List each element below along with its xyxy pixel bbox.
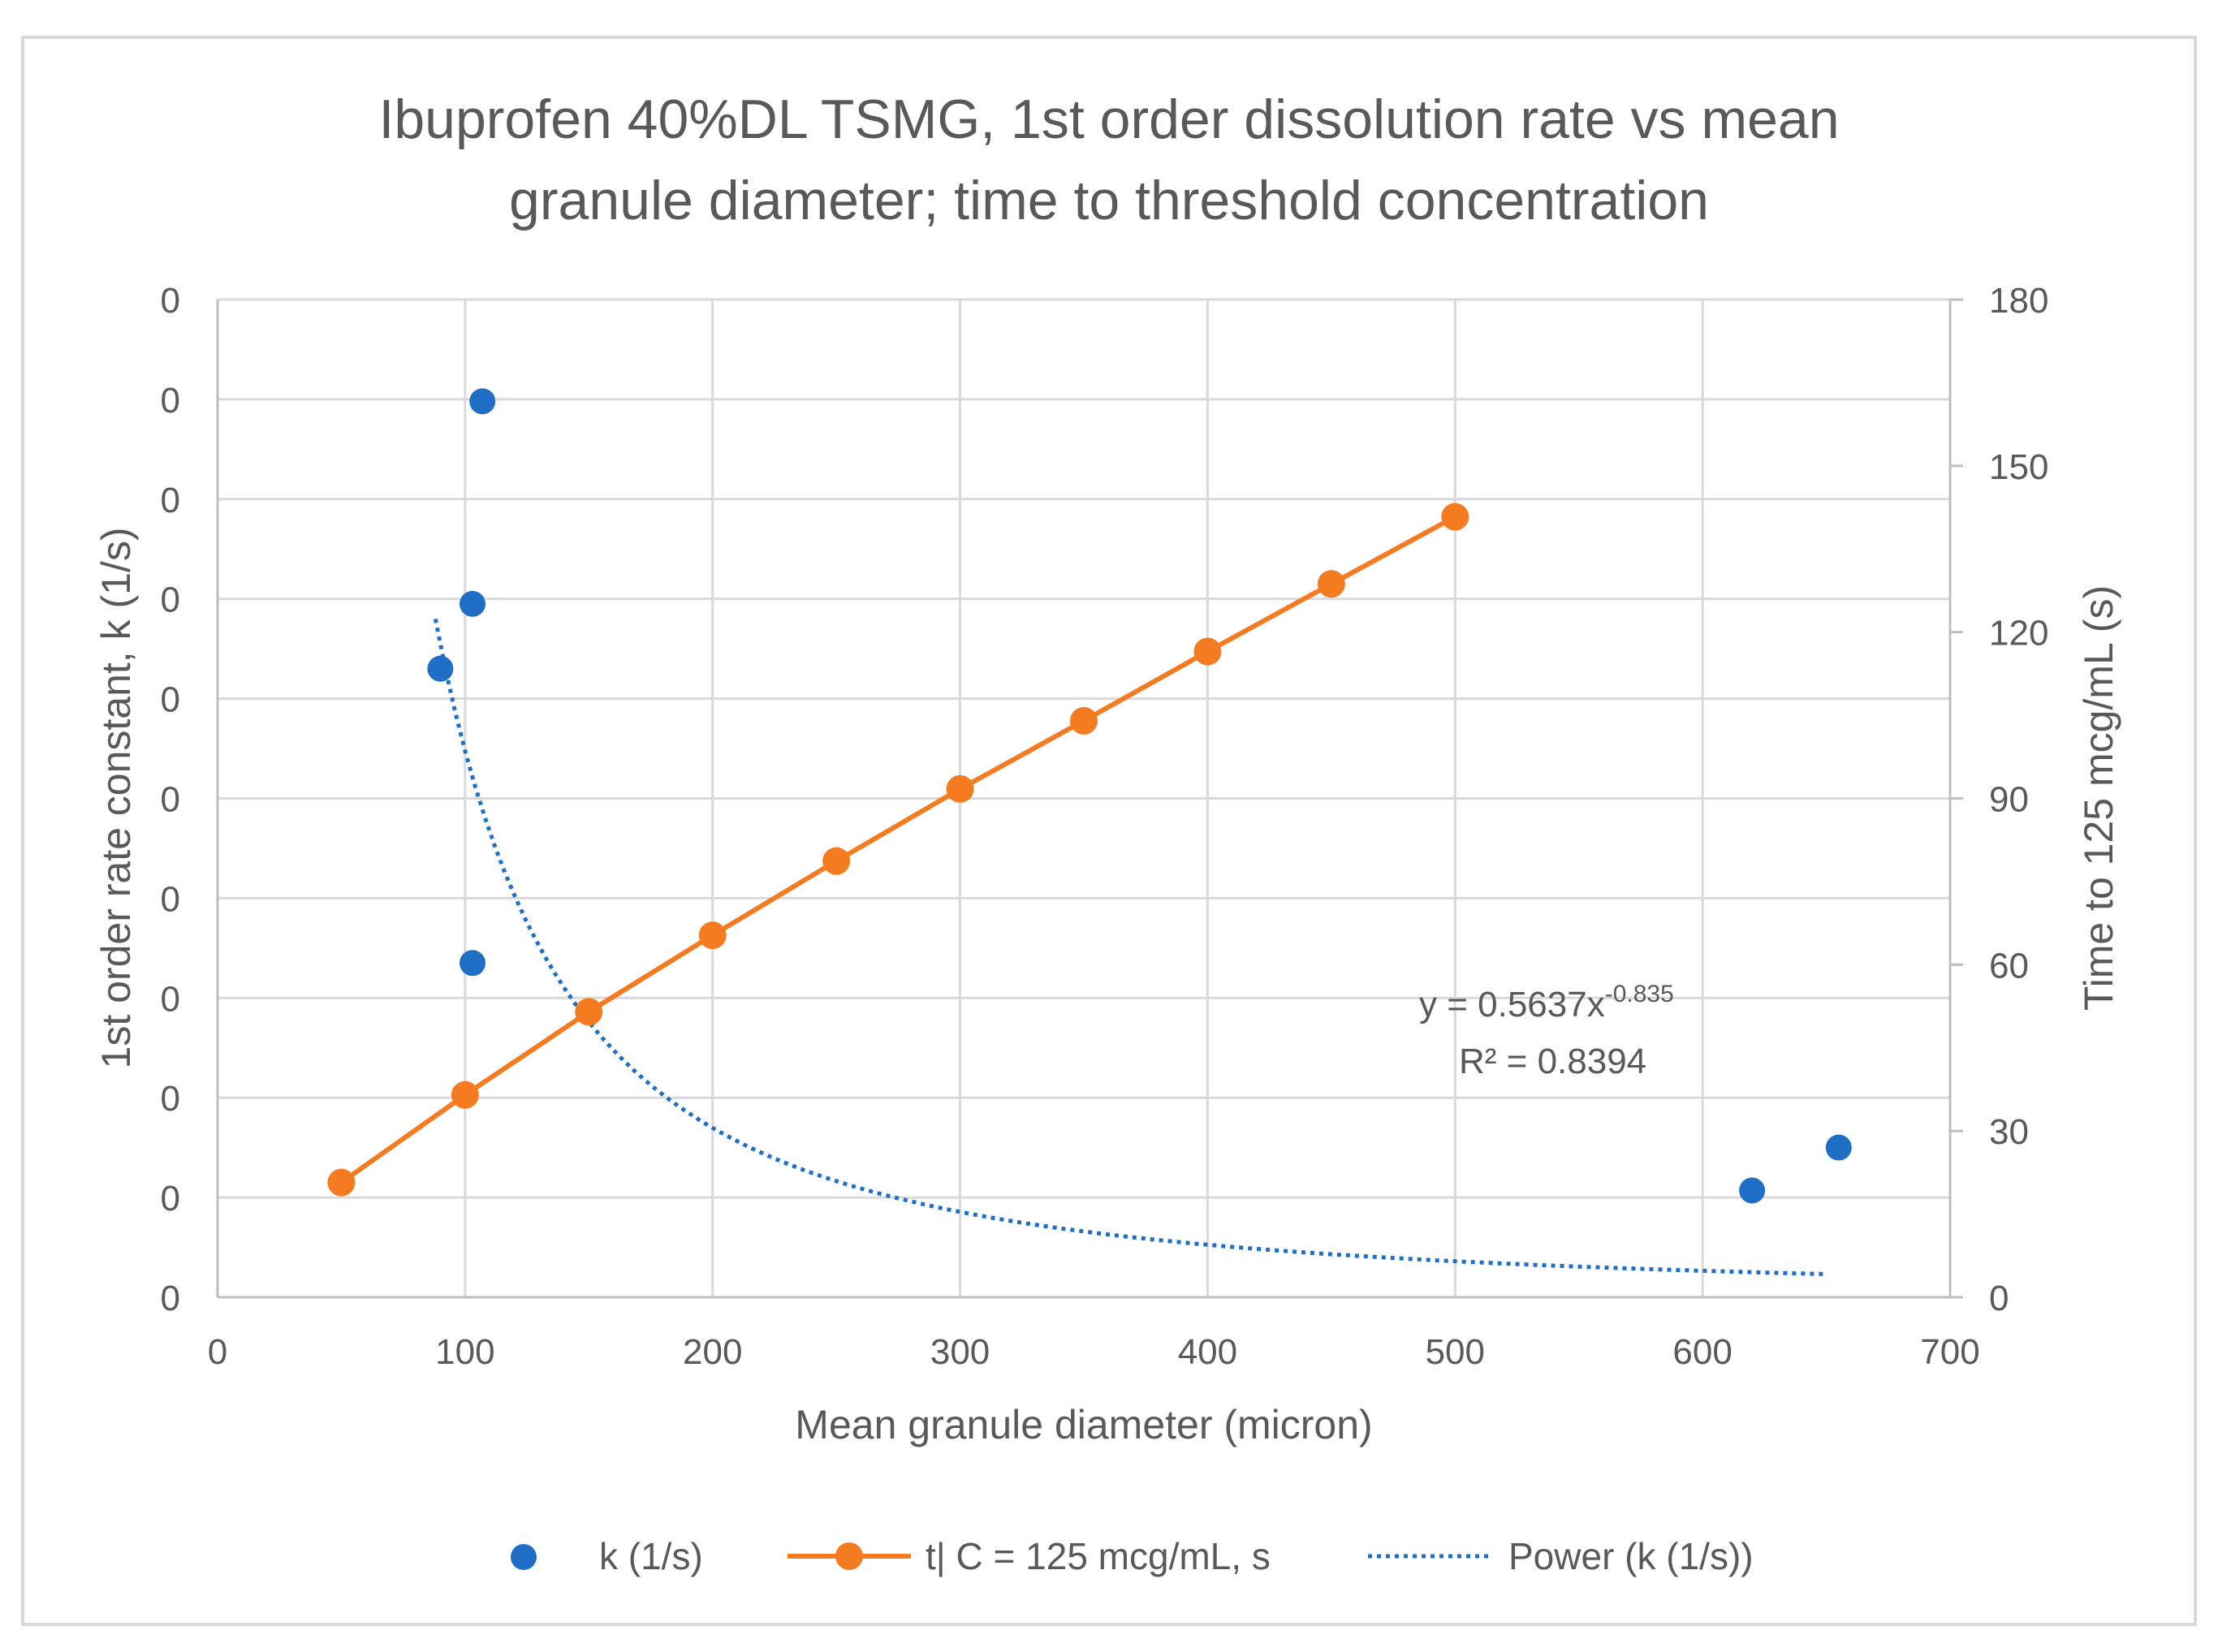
left-y-tick-label: 0 bbox=[161, 281, 180, 321]
legend-item-k[interactable]: k (1/s) bbox=[511, 1535, 703, 1577]
legend-marker-k bbox=[511, 1544, 537, 1570]
legend-label-t: t| C = 125 mcg/mL, s bbox=[926, 1535, 1271, 1577]
right-y-tick-label: 90 bbox=[1989, 780, 2029, 820]
time-series-point bbox=[698, 921, 727, 950]
time-series-point bbox=[1070, 706, 1098, 735]
time-series-point bbox=[1317, 570, 1345, 598]
left-y-tick-labels: 0 0 0 0 0 0 0 0 0 0 0 bbox=[161, 281, 180, 1318]
right-y-tick-label: 180 bbox=[1989, 281, 2048, 321]
x-tick-label: 300 bbox=[930, 1332, 990, 1372]
legend-item-power[interactable]: Power (k (1/s)) bbox=[1368, 1535, 1754, 1577]
left-y-tick-label: 0 bbox=[161, 1279, 180, 1318]
right-y-tick-label: 0 bbox=[1989, 1279, 2009, 1318]
x-tick-label: 700 bbox=[1920, 1332, 1979, 1372]
k-data-point bbox=[1739, 1177, 1766, 1204]
right-y-tick-labels: 0 30 60 90 120 150 180 bbox=[1989, 281, 2048, 1318]
plot-series bbox=[327, 388, 1852, 1276]
legend[interactable]: k (1/s) t| C = 125 mcg/mL, s Power (k (1… bbox=[511, 1535, 1754, 1577]
chart-title-line-1: Ibuprofen 40%DL TSMG, 1st order dissolut… bbox=[378, 88, 1839, 150]
x-tick-label: 600 bbox=[1672, 1332, 1732, 1372]
time-series-line bbox=[339, 514, 1456, 1185]
time-series-point bbox=[1441, 503, 1469, 531]
k-data-point bbox=[460, 590, 486, 617]
right-y-tick-label: 60 bbox=[1989, 946, 2029, 986]
time-series-point bbox=[327, 1168, 356, 1197]
chart-title-line-2: granule diameter; time to threshold conc… bbox=[509, 170, 1709, 231]
time-series-point bbox=[1193, 637, 1222, 666]
k-data-point bbox=[427, 655, 454, 682]
trendline-equation: y = 0.5637x-0.835 R² = 0.8394 bbox=[1419, 981, 1674, 1081]
time-series-point bbox=[822, 847, 851, 875]
right-y-tick-label: 30 bbox=[1989, 1112, 2029, 1152]
legend-label-power: Power (k (1/s)) bbox=[1508, 1535, 1754, 1577]
left-y-tick-label: 0 bbox=[161, 780, 180, 820]
legend-marker-t bbox=[835, 1542, 863, 1570]
x-tick-label: 500 bbox=[1426, 1332, 1485, 1372]
x-tick-labels: 0 100 200 300 400 500 600 700 bbox=[208, 1332, 1980, 1372]
x-tick-label: 200 bbox=[683, 1332, 742, 1372]
legend-label-k: k (1/s) bbox=[599, 1535, 703, 1577]
k-data-point bbox=[1825, 1134, 1852, 1161]
right-y-tick-label: 120 bbox=[1989, 614, 2048, 653]
legend-item-t[interactable]: t| C = 125 mcg/mL, s bbox=[788, 1535, 1271, 1577]
trendline-equation-text: y = 0.5637x-0.835 bbox=[1419, 981, 1674, 1024]
left-y-tick-label: 0 bbox=[161, 381, 180, 421]
x-tick-label: 0 bbox=[208, 1332, 227, 1372]
left-y-tick-label: 0 bbox=[161, 1179, 180, 1219]
x-tick-label: 100 bbox=[435, 1332, 494, 1372]
time-series-point bbox=[575, 998, 603, 1026]
equation-exponent: -0.835 bbox=[1605, 981, 1674, 1007]
equation-base: y = 0.5637x bbox=[1419, 985, 1605, 1024]
k-data-point bbox=[469, 388, 496, 415]
chart-border bbox=[21, 36, 2197, 1626]
right-axis-tick-marks bbox=[1950, 298, 1963, 1299]
x-tick-label: 400 bbox=[1178, 1332, 1237, 1372]
left-y-tick-label: 0 bbox=[161, 1079, 180, 1119]
left-y-tick-label: 0 bbox=[161, 580, 180, 620]
k-data-point bbox=[460, 950, 486, 977]
left-y-tick-label: 0 bbox=[161, 680, 180, 720]
left-y-tick-label: 0 bbox=[161, 979, 180, 1019]
right-y-tick-label: 150 bbox=[1989, 447, 2048, 487]
left-y-tick-label: 0 bbox=[161, 879, 180, 919]
r-squared-text: R² = 0.8394 bbox=[1459, 1042, 1646, 1081]
time-series-point bbox=[946, 774, 974, 803]
time-series-point bbox=[451, 1080, 479, 1109]
right-y-axis-title: Time to 125 mcg/mL (s) bbox=[2076, 585, 2121, 1011]
x-axis-title: Mean granule diameter (micron) bbox=[795, 1402, 1372, 1447]
horizontal-gridlines bbox=[218, 298, 1950, 1199]
left-y-axis-title: 1st order rate constant, k (1/s) bbox=[93, 528, 139, 1069]
left-y-tick-label: 0 bbox=[161, 481, 180, 520]
